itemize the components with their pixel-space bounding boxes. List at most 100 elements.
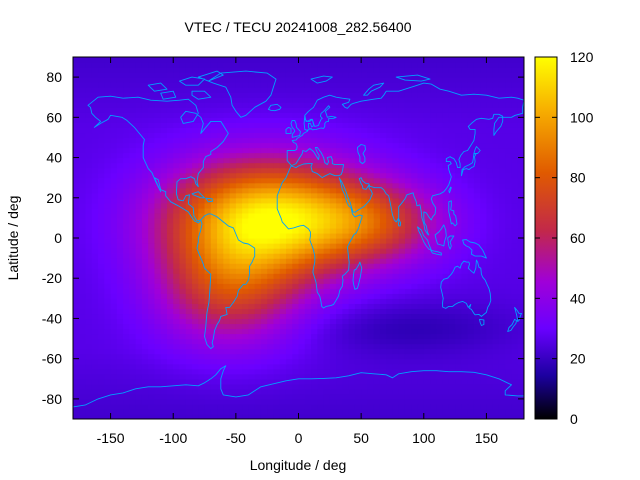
heatmap-cell (235, 137, 243, 144)
heatmap-cell (260, 102, 268, 108)
heatmap-cell (329, 87, 337, 93)
heatmap-cell (373, 413, 381, 419)
heatmap-cell (192, 172, 199, 179)
heatmap-cell (292, 333, 300, 340)
heatmap-cell (467, 152, 475, 159)
heatmap-cell (455, 202, 462, 209)
heatmap-cell (348, 102, 356, 108)
heatmap-cell (285, 343, 293, 350)
heatmap-cell (79, 77, 87, 83)
heatmap-cell (116, 323, 124, 330)
heatmap-cell (267, 403, 275, 410)
heatmap-cell (411, 72, 419, 78)
heatmap-cell (204, 338, 212, 345)
heatmap-cell (298, 127, 306, 134)
heatmap-cell (204, 383, 212, 390)
heatmap-cell (367, 408, 375, 415)
heatmap-cell (166, 202, 174, 209)
heatmap-cell (279, 137, 287, 144)
heatmap-cell (329, 112, 337, 118)
heatmap-cell (260, 408, 268, 415)
heatmap-cell (442, 328, 450, 335)
heatmap-cell (98, 373, 105, 380)
heatmap-cell (417, 97, 425, 103)
heatmap-cell (492, 162, 500, 169)
heatmap-cell (304, 303, 312, 309)
heatmap-cell (85, 373, 93, 380)
heatmap-cell (229, 408, 237, 415)
heatmap-cell (461, 333, 469, 340)
heatmap-cell (480, 137, 488, 144)
heatmap-cell (455, 197, 462, 204)
heatmap-cell (498, 232, 506, 239)
heatmap-cell (148, 318, 156, 325)
heatmap-cell (455, 308, 462, 315)
heatmap-cell (104, 77, 112, 83)
heatmap-cell (304, 408, 312, 415)
heatmap-cell (148, 363, 156, 370)
heatmap-cell (285, 398, 293, 405)
heatmap-cell (404, 398, 412, 405)
heatmap-cell (160, 408, 168, 415)
heatmap-cell (486, 132, 494, 139)
heatmap-cell (392, 82, 400, 88)
heatmap-cell (373, 273, 381, 279)
heatmap-cell (223, 167, 231, 174)
heatmap-cell (373, 167, 381, 174)
heatmap-cell (129, 107, 137, 113)
heatmap-cell (198, 308, 206, 315)
heatmap-cell (498, 132, 506, 139)
heatmap-cell (73, 373, 80, 380)
heatmap-cell (173, 348, 181, 355)
heatmap-cell (154, 102, 162, 108)
heatmap-cell (473, 348, 481, 355)
heatmap-cell (166, 283, 174, 289)
heatmap-cell (198, 142, 206, 149)
heatmap-cell (411, 127, 419, 134)
heatmap-cell (311, 207, 318, 214)
heatmap-cell (411, 202, 419, 209)
heatmap-cell (129, 137, 137, 144)
heatmap-cell (217, 192, 224, 199)
heatmap-cell (498, 388, 506, 395)
heatmap-cell (323, 157, 331, 164)
heatmap-cell (129, 122, 137, 128)
heatmap-cell (404, 117, 412, 123)
heatmap-cell (235, 288, 243, 294)
heatmap-cell (304, 348, 312, 355)
heatmap-cell (229, 288, 237, 294)
heatmap-cell (273, 363, 281, 370)
heatmap-cell (160, 263, 168, 269)
heatmap-cell (467, 243, 475, 249)
heatmap-cell (173, 152, 181, 159)
heatmap-cell (135, 87, 143, 93)
heatmap-cell (517, 177, 524, 184)
heatmap-cell (91, 112, 99, 118)
heatmap-cell (411, 373, 419, 380)
heatmap-cell (423, 82, 431, 88)
heatmap-cell (511, 273, 519, 279)
heatmap-cell (448, 162, 456, 169)
heatmap-cell (154, 107, 162, 113)
heatmap-cell (279, 403, 287, 410)
heatmap-cell (417, 182, 425, 189)
heatmap-cell (492, 87, 500, 93)
heatmap-cell (204, 243, 212, 249)
heatmap-cell (492, 97, 500, 103)
heatmap-cell (461, 343, 469, 350)
heatmap-cell (292, 212, 300, 219)
heatmap-cell (260, 122, 268, 128)
heatmap-cell (179, 328, 187, 335)
heatmap-cell (448, 197, 456, 204)
heatmap-cell (361, 313, 368, 320)
heatmap-cell (267, 303, 275, 309)
heatmap-cell (329, 248, 337, 254)
heatmap-cell (98, 202, 105, 209)
heatmap-cell (166, 238, 174, 244)
heatmap-cell (179, 358, 187, 365)
heatmap-cell (267, 132, 275, 139)
heatmap-cell (148, 238, 156, 244)
heatmap-cell (423, 187, 431, 194)
heatmap-cell (404, 122, 412, 128)
heatmap-cell (336, 177, 343, 184)
